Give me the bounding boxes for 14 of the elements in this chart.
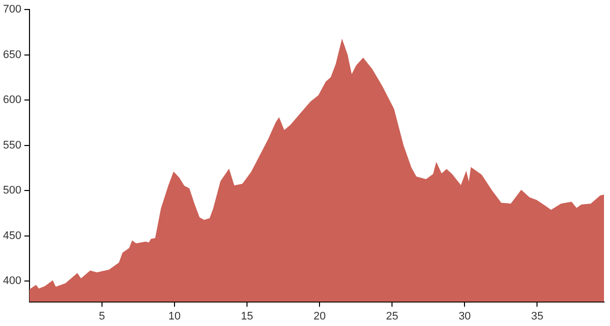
y-tick-label: 550 [2, 139, 22, 152]
y-tick-label: 600 [2, 94, 22, 106]
x-tick-label: 10 [168, 310, 181, 322]
x-tick-label: 20 [313, 310, 326, 322]
x-tick-label: 30 [458, 310, 471, 322]
y-tick-label: 450 [2, 230, 22, 242]
y-tick-label: 650 [2, 48, 22, 61]
y-tick-label: 700 [2, 4, 22, 16]
x-tick-label: 5 [98, 310, 105, 322]
y-tick-label: 500 [2, 184, 22, 197]
x-tick-label: 15 [240, 310, 254, 322]
y-tick-label: 400 [2, 275, 22, 288]
x-tick-label: 25 [386, 310, 398, 322]
x-tick-label: 35 [531, 310, 544, 322]
